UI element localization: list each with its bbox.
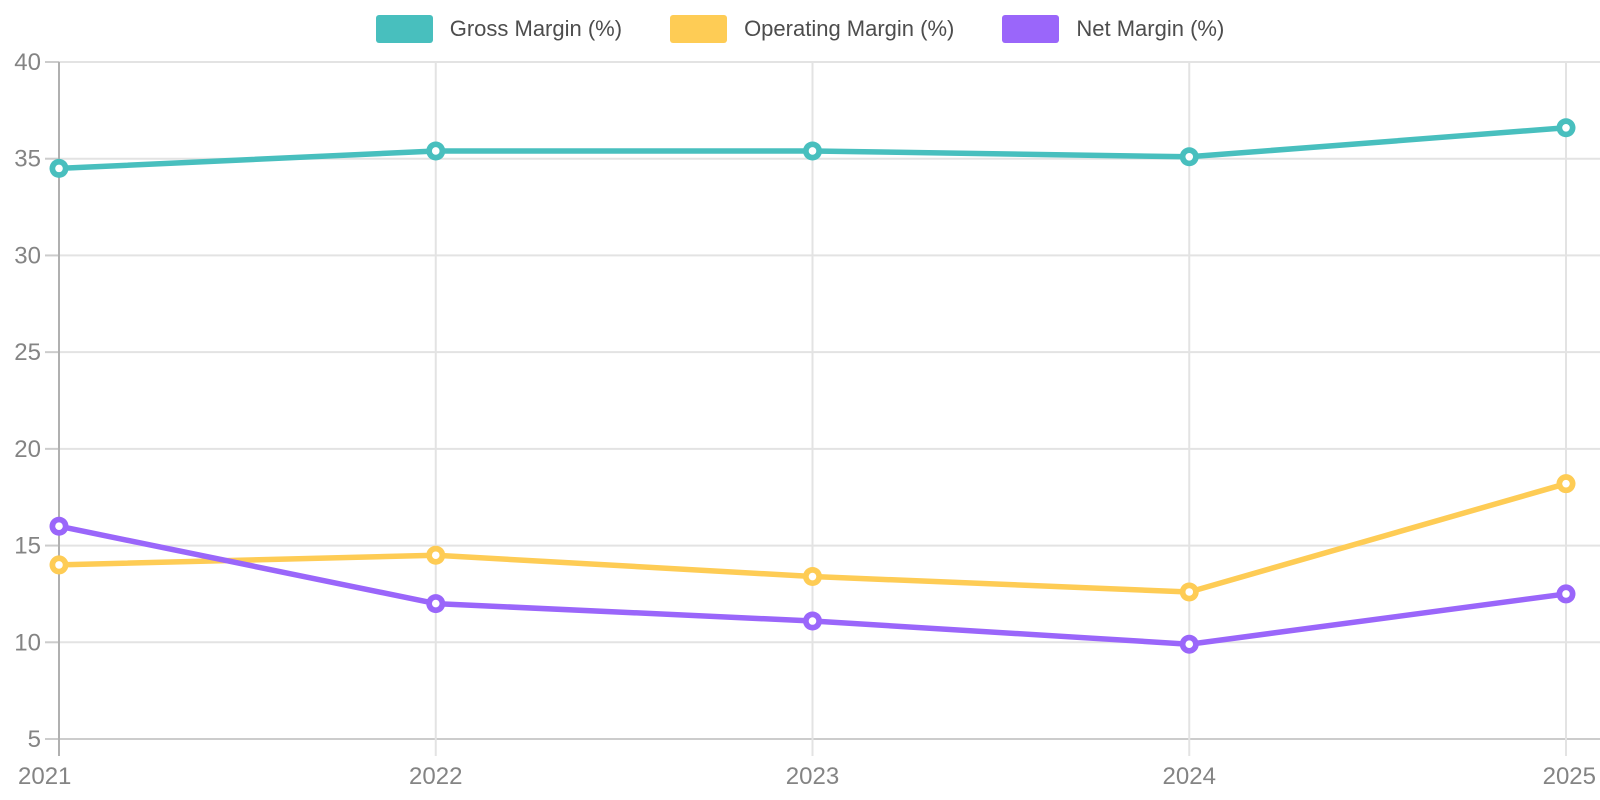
data-point-hole	[1562, 123, 1570, 132]
legend-item-gross-margin[interactable]: Gross Margin (%)	[375, 15, 623, 43]
legend-item-operating-margin[interactable]: Operating Margin (%)	[670, 15, 954, 43]
data-point-hole	[1562, 479, 1570, 488]
legend-swatch-gross-margin	[375, 15, 433, 43]
y-tick-label: 20	[14, 436, 41, 463]
y-tick-label: 15	[14, 533, 41, 560]
data-point-hole	[431, 599, 440, 608]
y-tick-label: 5	[28, 726, 41, 753]
data-point-hole	[1185, 152, 1194, 161]
data-point-hole	[55, 164, 63, 173]
data-point-hole	[808, 572, 817, 581]
y-tick-label: 10	[14, 629, 41, 656]
y-tick-label: 30	[14, 242, 41, 269]
legend-label-operating-margin: Operating Margin (%)	[744, 16, 955, 41]
x-tick-label: 2023	[786, 763, 839, 790]
x-tick-label: 2022	[409, 763, 462, 790]
chart-legend: Gross Margin (%) Operating Margin (%) Ne…	[0, 15, 1600, 43]
legend-item-net-margin[interactable]: Net Margin (%)	[1002, 15, 1224, 43]
x-tick-label: 2025	[1543, 763, 1596, 790]
data-point-hole	[808, 147, 817, 155]
legend-swatch-net-margin	[1002, 15, 1060, 43]
data-point-hole	[55, 522, 63, 531]
data-point-hole	[55, 561, 63, 569]
y-tick-label: 40	[14, 49, 41, 76]
x-tick-label: 2021	[18, 763, 71, 790]
y-tick-label: 35	[14, 146, 41, 173]
y-tick-label: 25	[14, 339, 41, 366]
data-point-hole	[1562, 590, 1570, 598]
data-point-hole	[431, 147, 440, 155]
data-point-hole	[808, 617, 817, 625]
data-point-hole	[1185, 640, 1194, 649]
x-tick-label: 2024	[1163, 763, 1216, 790]
data-point-hole	[431, 551, 440, 560]
legend-label-net-margin: Net Margin (%)	[1076, 16, 1225, 41]
legend-label-gross-margin: Gross Margin (%)	[449, 16, 623, 41]
legend-swatch-operating-margin	[670, 15, 728, 43]
data-point-hole	[1185, 588, 1194, 596]
